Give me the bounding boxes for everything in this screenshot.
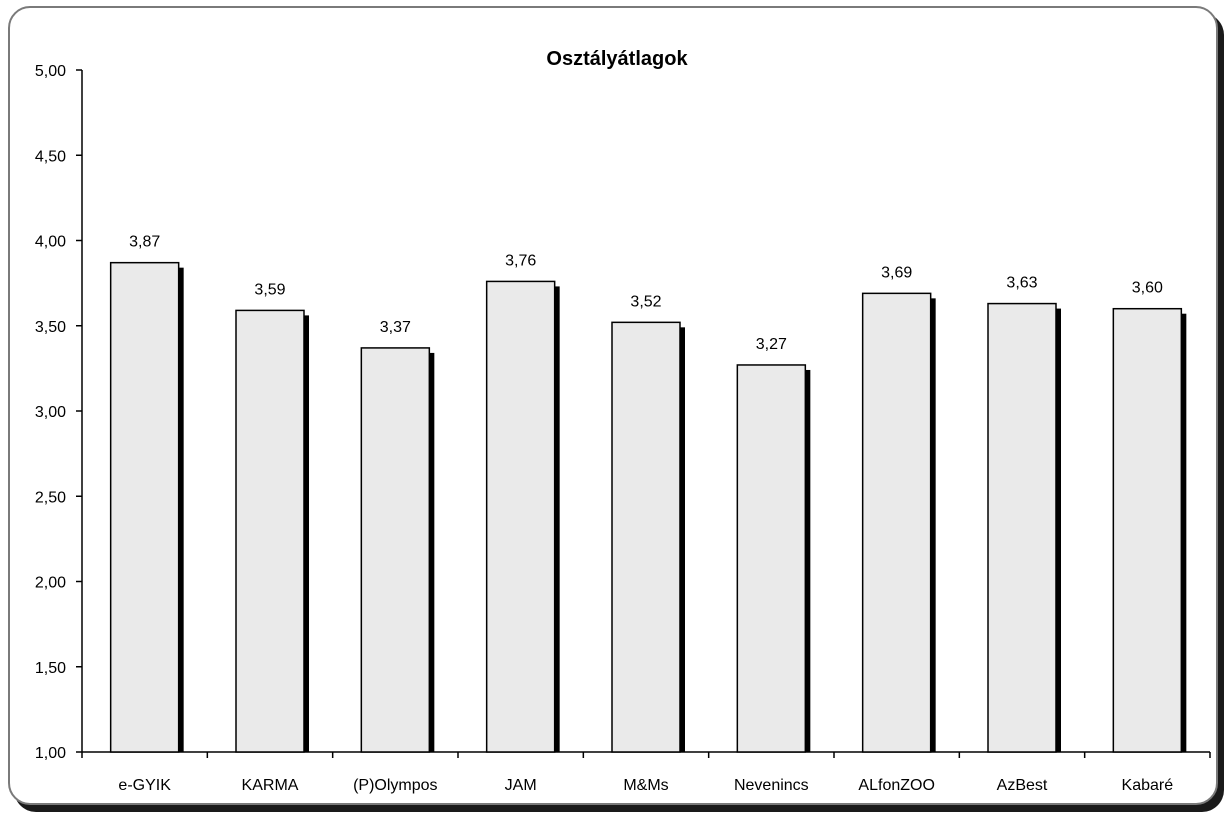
bar-value-label: 3,60 (1132, 280, 1163, 297)
bar (235, 309, 305, 753)
bar-value-label: 3,27 (756, 336, 787, 353)
chart-title: Osztályátlagok (546, 48, 688, 70)
bar-value-label: 3,37 (380, 319, 411, 336)
x-category-label: JAM (505, 777, 537, 794)
y-tick-label: 4,50 (35, 148, 66, 165)
bar (987, 302, 1057, 753)
x-category-label: KARMA (242, 777, 299, 794)
y-tick-label: 2,00 (35, 575, 66, 592)
bar-value-label: 3,69 (881, 264, 912, 281)
y-tick-label: 3,00 (35, 404, 66, 421)
bars (109, 261, 1187, 753)
bar (109, 261, 180, 753)
y-tick-label: 5,00 (35, 63, 66, 80)
bar-value-label: 3,87 (129, 234, 160, 251)
y-tick-label: 3,50 (35, 319, 66, 336)
bar-value-label: 3,59 (254, 281, 285, 298)
bar (861, 292, 932, 753)
x-category-label: Nevenincs (734, 777, 809, 794)
y-tick-label: 4,00 (35, 234, 66, 251)
x-category-label: Kabaré (1122, 777, 1174, 794)
bar (485, 280, 556, 753)
x-category-label: M&Ms (623, 777, 668, 794)
x-category-label: (P)Olympos (353, 777, 437, 794)
y-tick-label: 2,50 (35, 489, 66, 506)
x-category-label: e-GYIK (118, 777, 171, 794)
x-category-label: ALfonZOO (858, 777, 934, 794)
bar-value-label: 3,63 (1006, 275, 1037, 292)
bar-value-label: 3,52 (630, 293, 661, 310)
y-tick-label: 1,50 (35, 660, 66, 677)
labels: 3,87 e-GYIK 3,59 KARMA 3,37 (P)Olympos 3,76 JAM… (118, 234, 1173, 794)
bar (360, 347, 431, 753)
y-tick-label: 1,00 (35, 745, 66, 762)
bar-value-label: 3,76 (505, 252, 536, 269)
bar (1112, 307, 1183, 753)
bar (611, 321, 681, 753)
bar (736, 364, 807, 753)
x-category-label: AzBest (997, 777, 1048, 794)
